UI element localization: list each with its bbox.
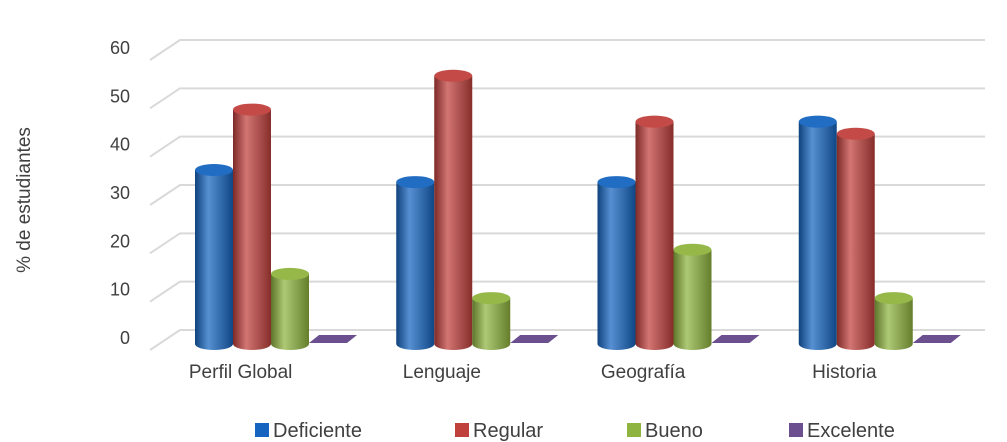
legend-item: Deficiente (255, 420, 362, 442)
y-tick-label: 40 (110, 135, 130, 155)
bar-body (434, 75, 473, 350)
bar (711, 335, 760, 343)
y-axis-ticks: 0 10 20 30 40 50 60 (110, 38, 130, 348)
bar-zero-slab (309, 335, 357, 343)
bar (836, 127, 875, 350)
bar-body (836, 133, 875, 350)
y-tick-label: 20 (110, 231, 130, 251)
bar-top (798, 115, 837, 128)
category-label: Perfil Global (189, 362, 293, 383)
bar-top (396, 176, 435, 189)
bar-body (271, 273, 309, 350)
bar-body (635, 121, 674, 351)
bar-top (434, 69, 473, 82)
bar-top (673, 243, 712, 256)
bar-body (396, 182, 435, 350)
bar (434, 69, 473, 350)
bar-zero-slab (510, 335, 559, 343)
bar-top (597, 176, 636, 189)
bar-top (836, 127, 875, 140)
y-tick-label: 60 (110, 38, 130, 58)
gridline (149, 184, 985, 206)
legend-swatch (255, 423, 269, 437)
legend-label: Bueno (645, 420, 703, 442)
bar-top (635, 115, 674, 128)
bar-body (798, 121, 837, 351)
bar (233, 103, 271, 350)
bar-body (597, 182, 636, 350)
y-tick-label: 10 (110, 280, 130, 300)
bar (510, 335, 559, 343)
bar-top (874, 292, 913, 305)
bar-body (673, 249, 712, 350)
gridline (149, 87, 985, 110)
bar-body (874, 298, 913, 350)
gridline (149, 39, 985, 61)
bar-top (195, 164, 233, 176)
legend-item: Bueno (627, 420, 703, 442)
bar-body (233, 109, 271, 350)
legend-item: Regular (455, 420, 543, 442)
y-axis-title: % de estudiantes (14, 127, 35, 273)
bar-zero-slab (912, 335, 961, 343)
legend: Deficiente Regular Bueno Excelente (255, 420, 895, 442)
legend-item: Excelente (789, 420, 895, 442)
y-tick-label: 30 (110, 183, 130, 203)
legend-swatch (789, 423, 803, 437)
bar-body (472, 298, 511, 350)
category-label: Historia (812, 362, 877, 383)
bar (597, 176, 636, 350)
bar (195, 164, 233, 350)
category-label: Lenguaje (403, 362, 481, 383)
gridline (149, 280, 985, 303)
gridline (149, 135, 985, 158)
category-labels: Perfil Global Lenguaje Geografía Historia (189, 362, 877, 383)
bar-body (195, 170, 233, 350)
bar (396, 176, 435, 350)
bar (912, 335, 961, 343)
bar (798, 115, 837, 351)
y-tick-label: 50 (110, 86, 130, 106)
legend-label: Excelente (807, 420, 895, 442)
bar (673, 243, 712, 350)
bar (309, 335, 357, 343)
bar (874, 292, 913, 350)
legend-swatch (455, 423, 469, 437)
gridlines (149, 39, 985, 351)
bar (635, 115, 674, 351)
legend-swatch (627, 423, 641, 437)
legend-label: Regular (473, 420, 543, 442)
bar-top (271, 267, 309, 280)
bar-zero-slab (711, 335, 760, 343)
y-tick-label: 0 (120, 328, 130, 348)
gridline (149, 329, 985, 351)
category-label: Geografía (601, 362, 686, 383)
bars (195, 69, 961, 351)
legend-label: Deficiente (273, 420, 362, 442)
bar-top (472, 292, 511, 305)
bar (472, 292, 511, 350)
gridline (149, 232, 985, 255)
bar-top (233, 103, 271, 116)
bar (271, 267, 309, 350)
